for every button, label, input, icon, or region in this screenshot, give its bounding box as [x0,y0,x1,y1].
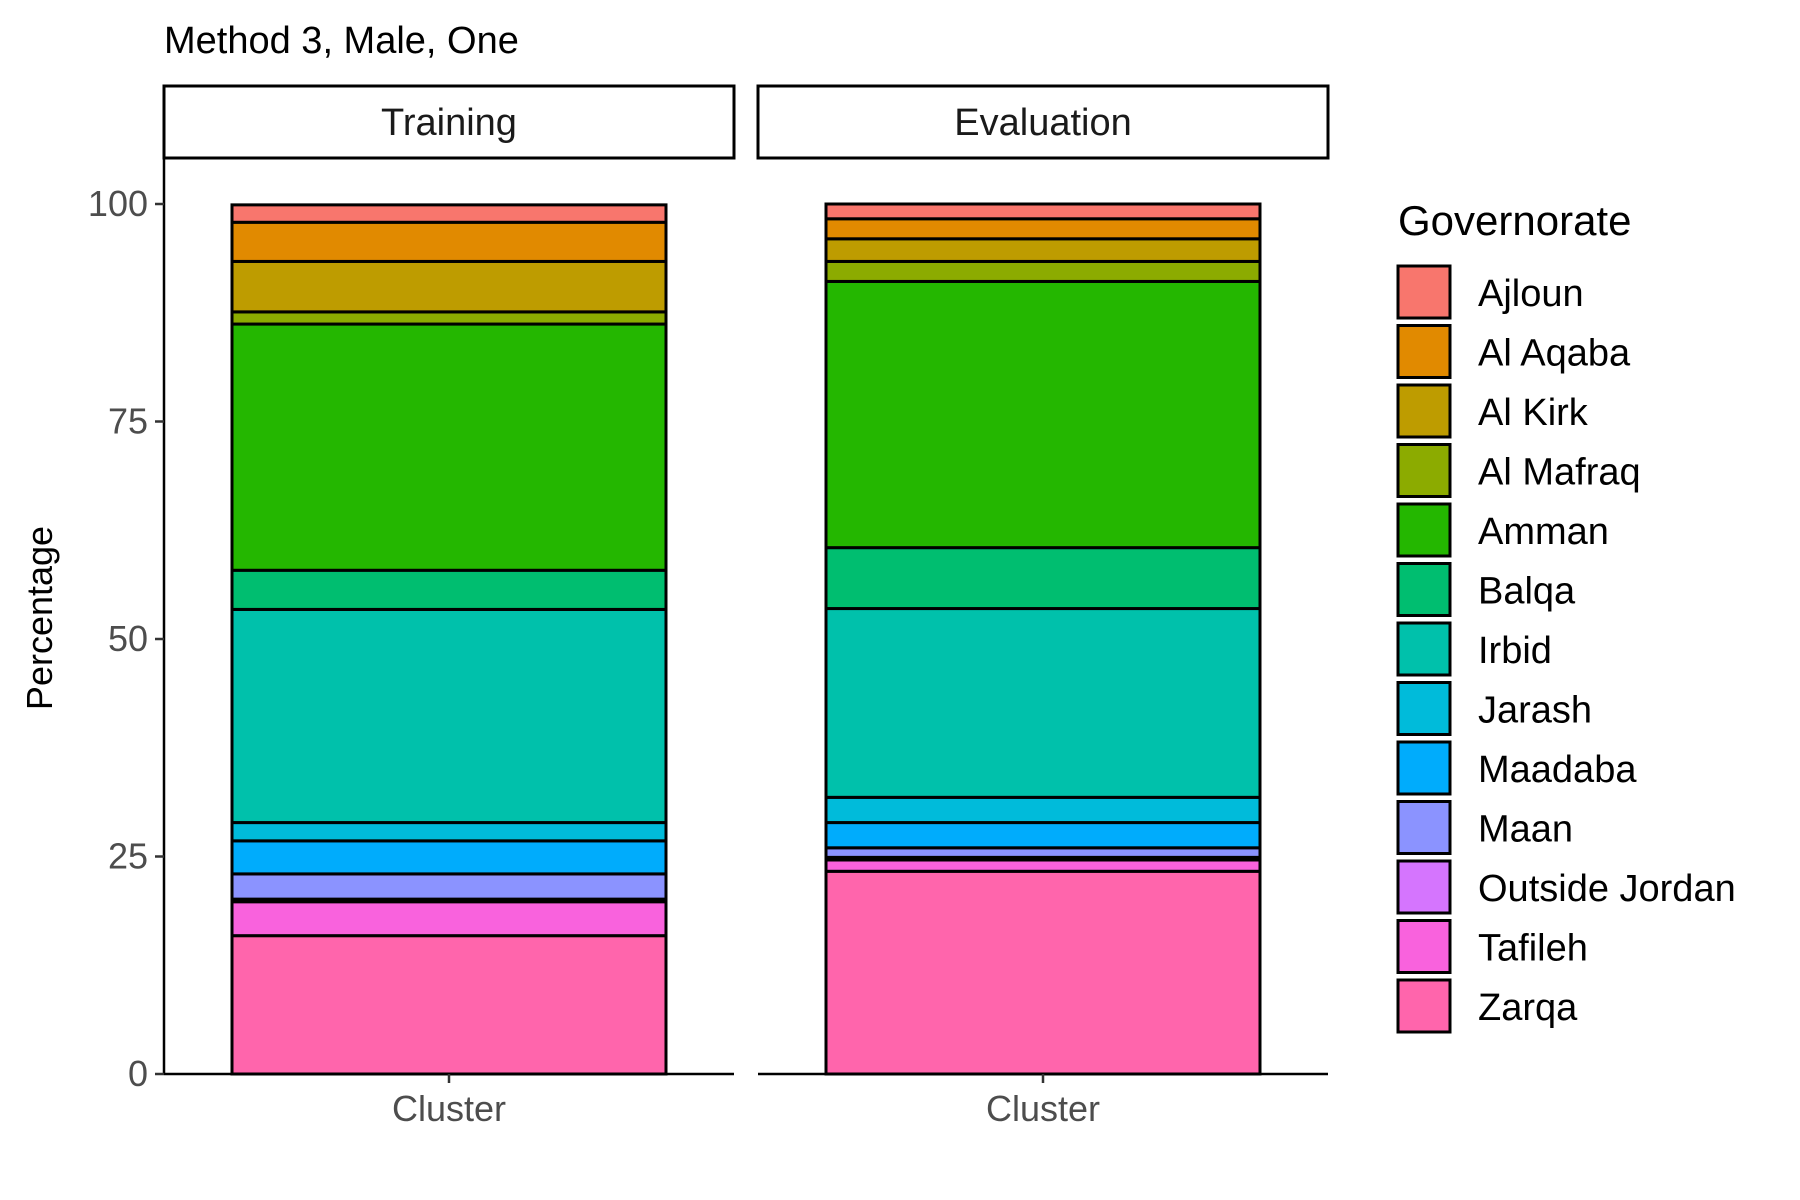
bar-segment-evaluation-al-mafraq [824,259,1262,283]
y-axis: 0 25 50 75 100 [88,158,166,1094]
x-tick-label-training: Cluster [392,1088,506,1129]
bar-segment-training-ajloun [230,203,668,224]
y-tick-label-25: 25 [108,836,148,877]
facet-panels: Training Cluster Evaluation Cluster [162,84,1330,1129]
legend-swatch-al-aqaba [1396,324,1452,379]
legend-item-al-kirk: Al Kirk [1396,383,1589,439]
legend-item-al-mafraq: Al Mafraq [1396,443,1641,498]
legend-label-zarqa: Zarqa [1478,987,1578,1029]
legend-label-maan: Maan [1478,809,1573,851]
bar-segment-training-zarqa [230,934,668,1076]
legend-label-balqa: Balqa [1478,571,1576,613]
bar-segment-evaluation-irbid [824,607,1262,799]
legend-item-balqa: Balqa [1396,562,1576,617]
bar-segment-training-maadaba [230,839,668,876]
legend-item-maan: Maan [1396,800,1573,855]
bar-segment-evaluation-zarqa [824,869,1262,1076]
y-tick-label-50: 50 [108,618,148,659]
bar-segment-evaluation-balqa [824,546,1262,611]
bar-segment-training-tafileh [230,900,668,938]
y-tick-label-100: 100 [88,183,148,224]
legend-swatch-irbid [1396,621,1452,677]
bar-segment-training-amman [230,322,668,572]
legend-swatch-jarash [1396,681,1452,736]
strip-evaluation [756,84,1330,160]
legend-item-jarash: Jarash [1396,681,1592,736]
strip-training [162,84,736,160]
x-tick-label-evaluation: Cluster [986,1088,1100,1129]
legend-item-irbid: Irbid [1396,621,1552,677]
legend-label-al-kirk: Al Kirk [1478,392,1589,434]
bar-segment-training-al-mafraq [230,310,668,326]
bar-segment-evaluation-jarash [824,795,1262,825]
bar-segment-evaluation-amman [824,279,1262,550]
strip-label-training: Training [381,102,517,144]
legend-swatch-balqa [1396,562,1452,617]
legend-swatch-tafileh [1396,919,1452,974]
bar-segment-evaluation-al-aqaba [824,217,1262,241]
legend-item-amman: Amman [1396,502,1609,558]
legend-item-zarqa: Zarqa [1396,978,1578,1034]
y-tick-label-0: 0 [128,1053,148,1094]
legend: Governorate Ajloun Al Aqaba Al Kirk Al Mafr… [1396,197,1736,1034]
bar-segment-evaluation-tafileh [824,858,1262,873]
legend-label-ajloun: Ajloun [1478,273,1584,315]
legend-label-tafileh: Tafileh [1478,928,1588,970]
legend-item-maadaba: Maadaba [1396,740,1637,796]
legend-label-jarash: Jarash [1478,690,1592,732]
y-axis-title: Percentage [19,526,60,710]
legend-swatch-amman [1396,502,1452,558]
legend-label-outside-jordan: Outside Jordan [1478,868,1736,910]
bar-segment-training-maan [230,872,668,901]
legend-swatch-maan [1396,800,1452,855]
bar-segment-evaluation-maadaba [824,821,1262,850]
bar-segment-training-balqa [230,568,668,611]
legend-swatch-maadaba [1396,740,1452,796]
legend-label-irbid: Irbid [1478,630,1552,672]
legend-title: Governorate [1398,197,1631,244]
panel-training: Training Cluster [162,84,736,1129]
legend-swatch-al-kirk [1396,383,1452,439]
bar-segment-evaluation-al-kirk [824,237,1262,263]
panel-evaluation: Evaluation Cluster [756,84,1330,1129]
bar-segment-training-al-aqaba [230,220,668,263]
bar-segment-training-irbid [230,607,668,825]
legend-swatch-ajloun [1396,264,1452,320]
legend-label-al-aqaba: Al Aqaba [1478,333,1631,375]
legend-item-ajloun: Ajloun [1396,264,1584,320]
legend-label-al-mafraq: Al Mafraq [1478,452,1641,494]
y-tick-label-75: 75 [108,401,148,442]
legend-item-outside-jordan: Outside Jordan [1396,859,1736,915]
legend-item-tafileh: Tafileh [1396,919,1588,974]
bar-segment-training-al-kirk [230,259,668,314]
legend-label-maadaba: Maadaba [1478,749,1637,791]
legend-item-al-aqaba: Al Aqaba [1396,324,1631,379]
bar-segment-evaluation-ajloun [824,202,1262,221]
legend-swatch-outside-jordan [1396,859,1452,915]
strip-label-evaluation: Evaluation [954,102,1131,144]
bar-segment-training-jarash [230,821,668,843]
legend-swatch-al-mafraq [1396,443,1452,498]
chart-title: Method 3, Male, One [164,20,519,62]
legend-swatch-zarqa [1396,978,1452,1034]
legend-label-amman: Amman [1478,511,1609,553]
